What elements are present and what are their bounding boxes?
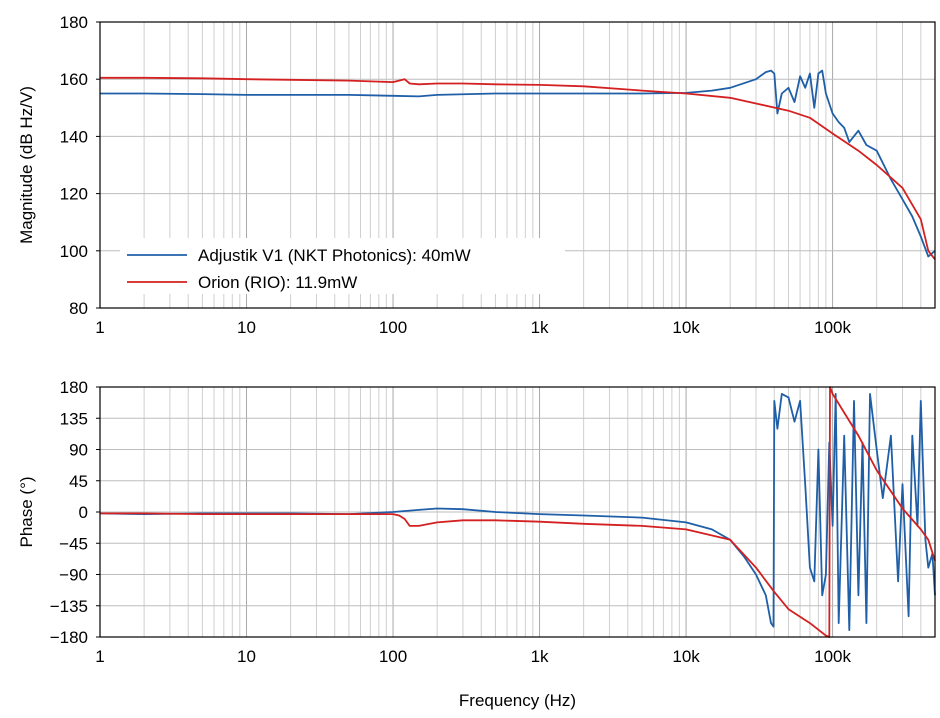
magnitude-legend: Adjustik V1 (NKT Photonics): 40mW Orion … bbox=[120, 238, 565, 294]
y-tick-label: 160 bbox=[60, 70, 88, 89]
phase-x-ticks: 1 10 100 1k 10k 100k bbox=[95, 647, 851, 666]
magnitude-panel: 80 100 120 140 160 180 1 10 100 1k 10k 100k Magnit… bbox=[17, 13, 936, 337]
x-tick-label: 100k bbox=[814, 318, 851, 337]
y-tick-label: 180 bbox=[60, 378, 88, 397]
phase-series bbox=[99, 386, 936, 638]
x-tick-label: 100 bbox=[379, 647, 407, 666]
x-tick-label: 10k bbox=[672, 647, 700, 666]
phase-grid bbox=[100, 387, 935, 637]
series-line-0 bbox=[99, 392, 936, 631]
y-tick-label: −135 bbox=[50, 597, 88, 616]
legend-label-adjustik: Adjustik V1 (NKT Photonics): 40mW bbox=[198, 246, 471, 265]
magnitude-series bbox=[100, 69, 936, 260]
magnitude-x-ticks: 1 10 100 1k 10k 100k bbox=[95, 318, 851, 337]
y-tick-label: 0 bbox=[79, 503, 88, 522]
frequency-x-axis-label: Frequency (Hz) bbox=[459, 691, 576, 710]
series-line-1 bbox=[100, 386, 936, 638]
y-tick-label: 100 bbox=[60, 242, 88, 261]
y-tick-label: 90 bbox=[69, 441, 88, 460]
series-line-0 bbox=[100, 69, 936, 258]
x-tick-label: 100 bbox=[379, 318, 407, 337]
series-line-1 bbox=[100, 76, 936, 260]
legend-background bbox=[120, 238, 565, 294]
magnitude-y-axis-label: Magnitude (dB Hz/V) bbox=[17, 86, 36, 244]
magnitude-y-ticks: 80 100 120 140 160 180 bbox=[60, 13, 100, 318]
y-tick-label: 120 bbox=[60, 185, 88, 204]
magnitude-plot-frame bbox=[99, 21, 936, 309]
y-tick-label: 45 bbox=[69, 472, 88, 491]
phase-y-axis-label: Phase (°) bbox=[17, 476, 36, 547]
y-tick-label: 135 bbox=[60, 409, 88, 428]
x-tick-label: 100k bbox=[814, 647, 851, 666]
y-tick-label: 180 bbox=[60, 13, 88, 32]
x-tick-label: 1 bbox=[95, 647, 104, 666]
x-tick-label: 1k bbox=[531, 318, 549, 337]
x-tick-label: 1k bbox=[531, 647, 549, 666]
phase-y-ticks: −180 −135 −90 −45 0 45 90 135 180 bbox=[50, 378, 100, 647]
y-tick-label: 140 bbox=[60, 127, 88, 146]
legend-label-orion: Orion (RIO): 11.9mW bbox=[198, 273, 357, 292]
x-tick-label: 1 bbox=[95, 318, 104, 337]
x-tick-label: 10 bbox=[237, 647, 256, 666]
phase-panel: −180 −135 −90 −45 0 45 90 135 180 1 10 100 1k 10k 100… bbox=[17, 378, 936, 710]
x-tick-label: 10k bbox=[672, 318, 700, 337]
y-tick-label: −45 bbox=[59, 534, 88, 553]
y-tick-label: 80 bbox=[69, 299, 88, 318]
y-tick-label: −90 bbox=[59, 566, 88, 585]
x-tick-label: 10 bbox=[237, 318, 256, 337]
y-tick-label: −180 bbox=[50, 628, 88, 647]
